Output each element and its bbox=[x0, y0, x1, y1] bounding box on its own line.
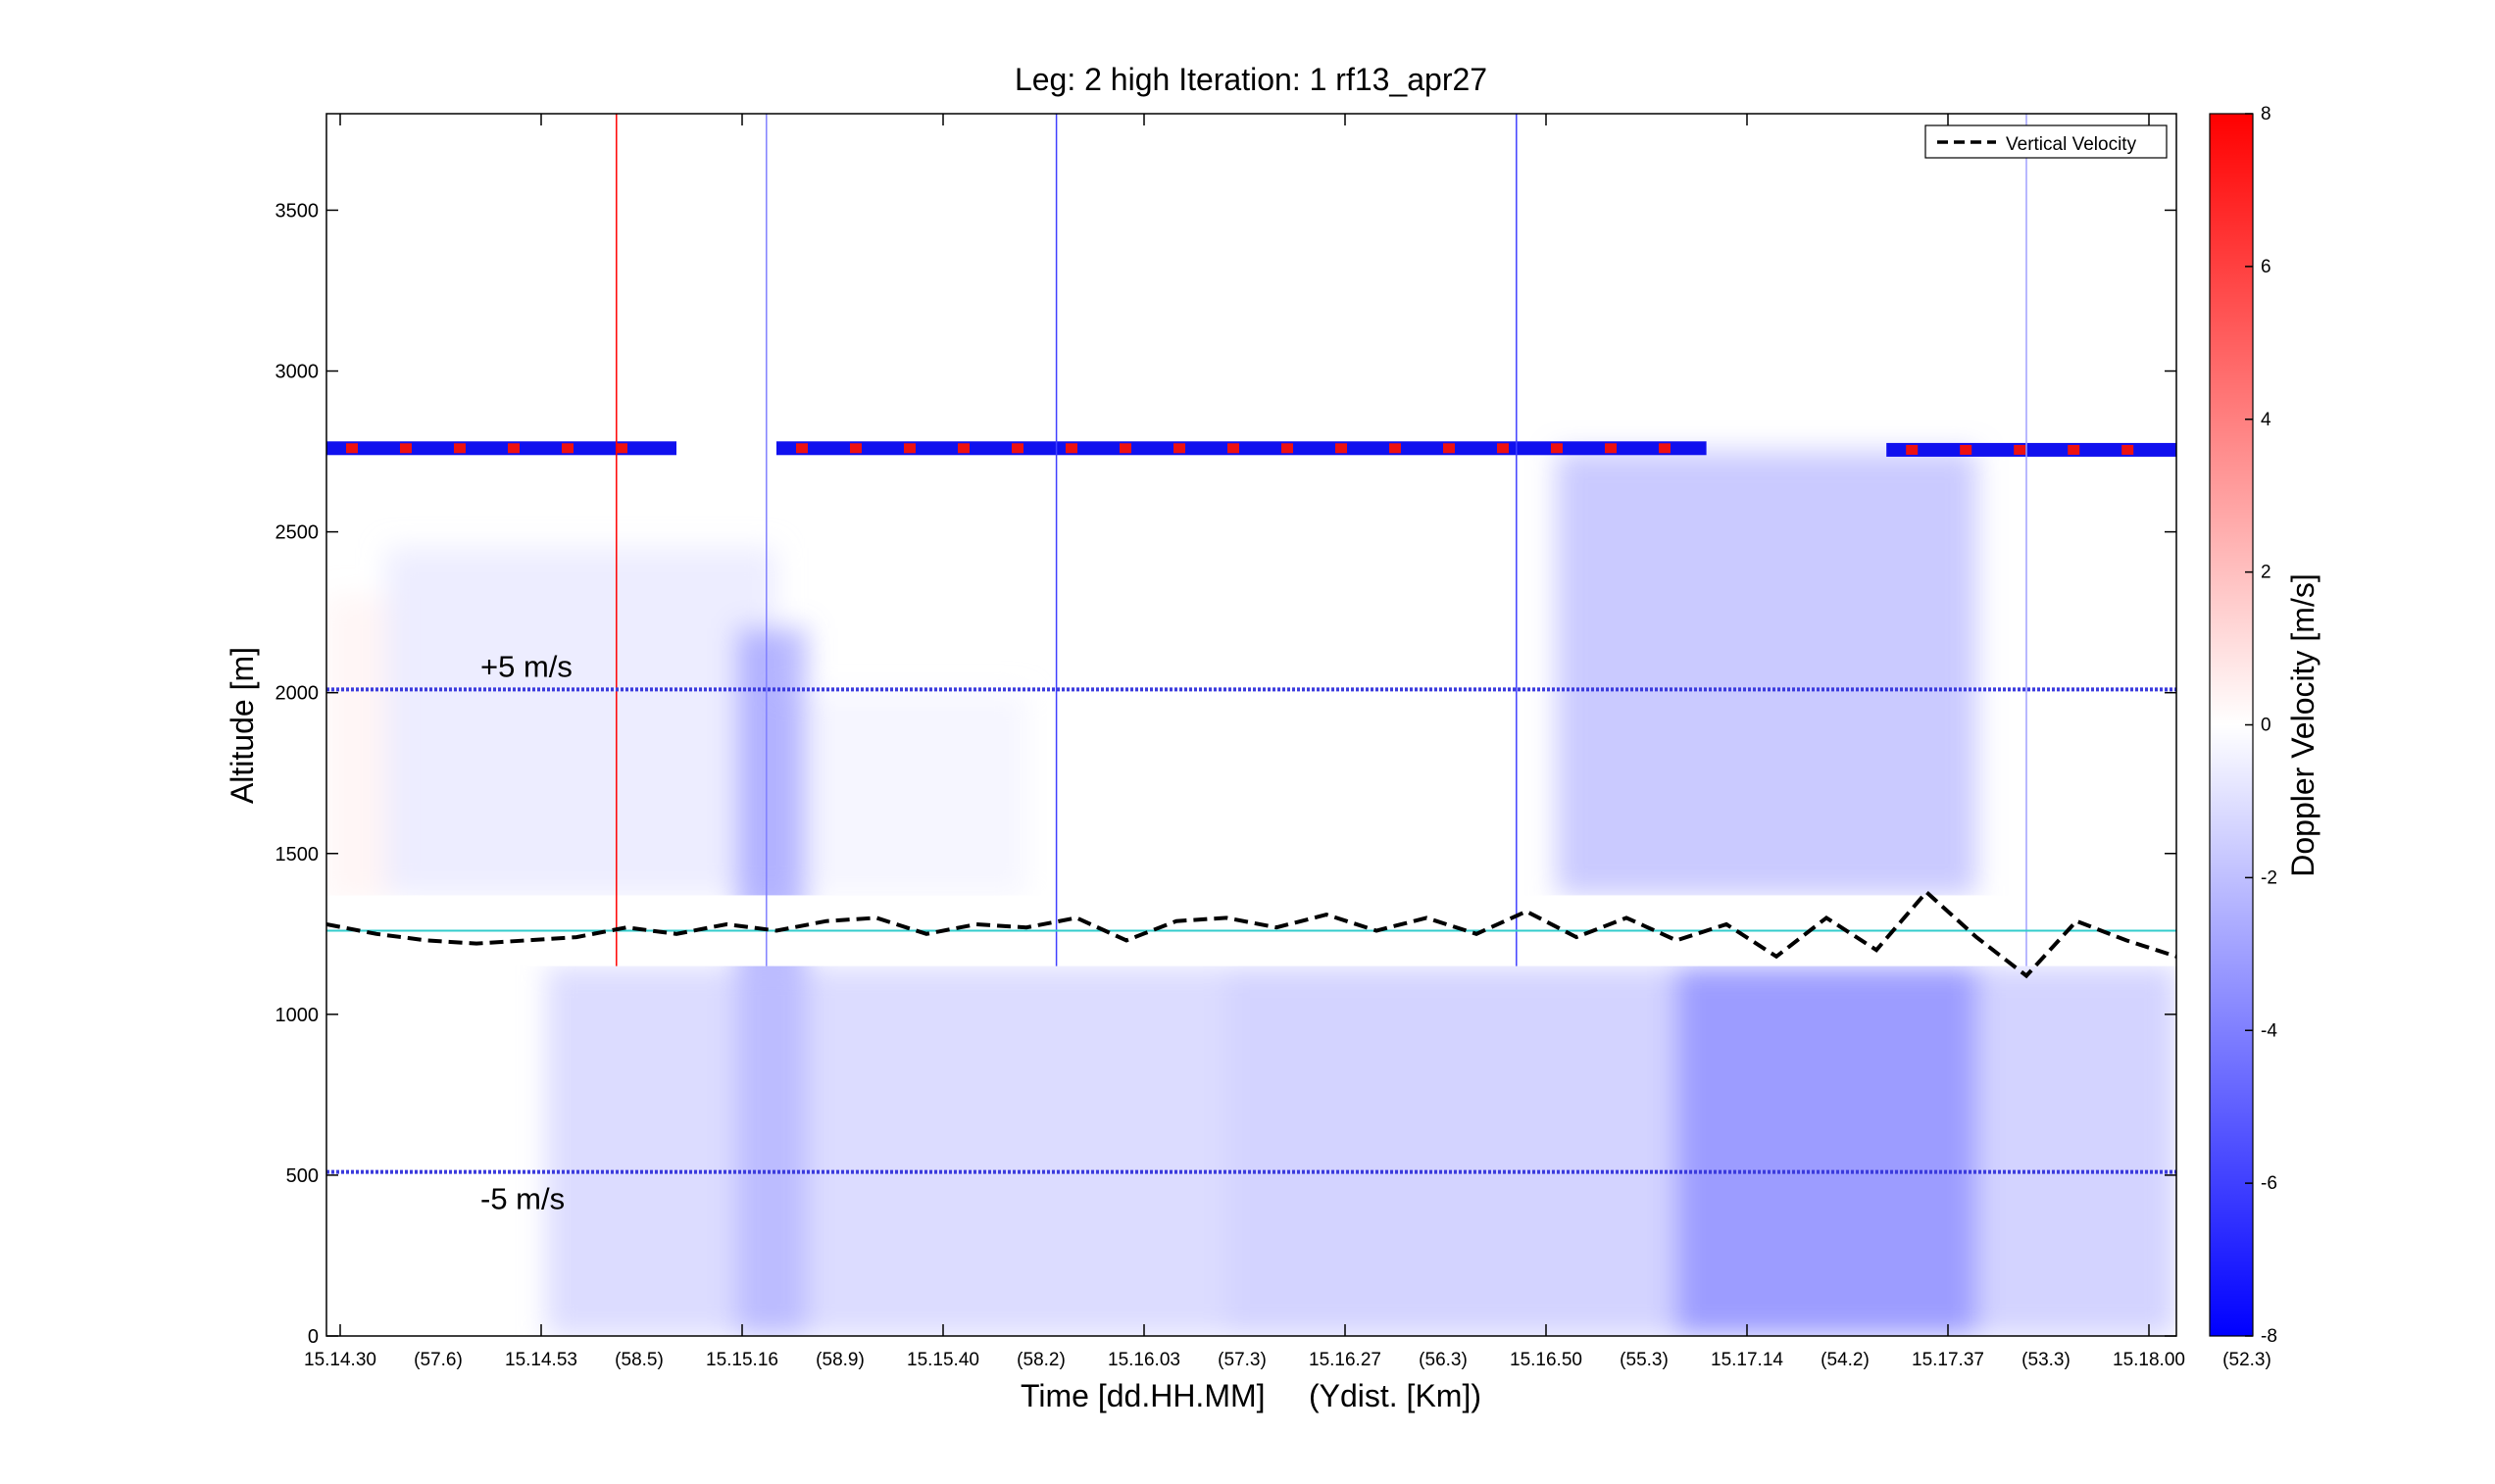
x-tick-label-ydist: (52.3) bbox=[2222, 1350, 2271, 1370]
cloud-top-red-return bbox=[1960, 444, 1972, 455]
velocity-region bbox=[776, 692, 1026, 896]
y-tick-label: 0 bbox=[308, 1326, 319, 1348]
colorbar-tick-label: -4 bbox=[2261, 1020, 2277, 1041]
cloud-top-red-return bbox=[1335, 443, 1347, 454]
cloud-top-red-return bbox=[1443, 443, 1455, 454]
cloud-top-red-return bbox=[454, 443, 466, 454]
y-tick-label: 3500 bbox=[275, 200, 320, 222]
y-tick-label: 2000 bbox=[275, 683, 320, 705]
legend-entry-vertical-velocity: Vertical Velocity bbox=[2006, 134, 2137, 155]
vertical-markers bbox=[326, 114, 2176, 966]
cloud-top-red-return bbox=[1012, 443, 1023, 454]
colorbar-tick-label: -8 bbox=[2261, 1326, 2277, 1347]
cloud-top-red-return bbox=[958, 443, 970, 454]
cloud-top-red-return bbox=[562, 443, 574, 454]
y-tick-label: 1500 bbox=[275, 844, 320, 866]
cloud-top-red-return bbox=[1120, 443, 1131, 454]
x-axis-label: Time [dd.HH.MM] (Ydist. [Km]) bbox=[1021, 1378, 1481, 1413]
cloud-top-red-return bbox=[850, 443, 862, 454]
cloud-top-red-return bbox=[2121, 444, 2134, 455]
cloud-top-segment bbox=[326, 441, 676, 456]
cloud-top-red-return bbox=[1551, 443, 1563, 454]
series-line-vertical-velocity bbox=[326, 889, 2176, 979]
cloud-top-red-return bbox=[346, 443, 358, 454]
cloud-top-red-return bbox=[904, 443, 916, 454]
reference-line-label: +5 m/s bbox=[480, 649, 573, 683]
cloud-top-red-return bbox=[2068, 444, 2080, 455]
colorbar-label: Doppler Velocity [m/s] bbox=[2285, 573, 2320, 876]
colorbar-tick-label: -2 bbox=[2261, 867, 2277, 888]
x-tick-label-ydist: (58.9) bbox=[816, 1350, 865, 1370]
y-tick-label: 1000 bbox=[275, 1005, 320, 1026]
velocity-region bbox=[386, 548, 776, 896]
reference-line-label: -5 m/s bbox=[480, 1182, 565, 1216]
velocity-region bbox=[1676, 965, 1976, 1336]
y-tick-label: 2500 bbox=[275, 522, 320, 544]
velocity-field bbox=[326, 451, 2176, 1336]
x-tick-label-ydist: (56.3) bbox=[1419, 1350, 1468, 1370]
vertical-velocity-series bbox=[326, 889, 2176, 979]
velocity-region bbox=[546, 965, 1226, 1336]
x-tick-label-time: 15.16.27 bbox=[1309, 1350, 1381, 1370]
y-tick-label: 500 bbox=[286, 1165, 319, 1187]
cloud-top-red-return bbox=[1605, 443, 1617, 454]
x-tick-label-ydist: (58.5) bbox=[615, 1350, 664, 1370]
cloud-top-band bbox=[326, 441, 2176, 457]
reference-lines: +5 m/s -5 m/s bbox=[326, 649, 2176, 1216]
cloud-top-red-return bbox=[508, 443, 520, 454]
cloud-top-red-return bbox=[2014, 444, 2026, 455]
x-tick-label-time: 15.18.00 bbox=[2113, 1350, 2185, 1370]
cloud-top-red-return bbox=[1497, 443, 1509, 454]
x-tick-label-time: 15.16.03 bbox=[1108, 1350, 1180, 1370]
plot-frame bbox=[325, 113, 2177, 1337]
legend: Vertical Velocity bbox=[1924, 124, 2168, 159]
x-tick-label-time: 15.17.37 bbox=[1912, 1350, 1984, 1370]
x-tick-label-time: 15.15.40 bbox=[907, 1350, 979, 1370]
velocity-region bbox=[1556, 451, 1976, 896]
velocity-region bbox=[326, 596, 392, 902]
x-tick-label-time: 15.16.50 bbox=[1510, 1350, 1582, 1370]
cloud-top-red-return bbox=[1227, 443, 1239, 454]
cloud-top-segment bbox=[1886, 442, 2176, 457]
cloud-top-red-return bbox=[1389, 443, 1401, 454]
legend-box bbox=[1924, 124, 2168, 159]
colorbar-tick-label: 2 bbox=[2261, 563, 2271, 583]
x-axis-ticks: 15.14.30 (57.6) 15.14.53 (58.5) 15.15.16 (58.… bbox=[304, 114, 2271, 1370]
cloud-top-red-return bbox=[400, 443, 412, 454]
colorbar-ticks: 8 6 4 2 0 -2 -4 -6 -8 bbox=[2245, 104, 2277, 1347]
x-tick-label-ydist: (53.3) bbox=[2021, 1350, 2071, 1370]
y-axis-ticks: 0 500 1000 1500 2000 2500 3000 3500 bbox=[275, 200, 2176, 1348]
cloud-top-red-return bbox=[1906, 444, 1919, 455]
cloud-top-red-return bbox=[1659, 443, 1671, 454]
cloud-top-red-return bbox=[796, 443, 808, 454]
cloud-top-red-return bbox=[1281, 443, 1293, 454]
cloud-top-red-return bbox=[1066, 443, 1077, 454]
colorbar-tick-label: -6 bbox=[2261, 1173, 2277, 1194]
x-tick-label-ydist: (54.2) bbox=[1821, 1350, 1870, 1370]
colorbar-tick-label: 6 bbox=[2261, 257, 2271, 277]
x-tick-label-ydist: (57.6) bbox=[414, 1350, 463, 1370]
x-tick-label-ydist: (58.2) bbox=[1017, 1350, 1066, 1370]
x-tick-label-ydist: (55.3) bbox=[1620, 1350, 1669, 1370]
y-axis-label: Altitude [m] bbox=[225, 647, 260, 804]
x-tick-label-time: 15.14.30 bbox=[304, 1350, 376, 1370]
cloud-top-segment bbox=[776, 441, 1707, 456]
colorbar-tick-label: 0 bbox=[2261, 716, 2271, 736]
x-tick-label-time: 15.15.16 bbox=[706, 1350, 778, 1370]
x-tick-label-ydist: (57.3) bbox=[1218, 1350, 1267, 1370]
y-tick-label: 3000 bbox=[275, 362, 320, 383]
cloud-top-red-return bbox=[616, 443, 627, 454]
colorbar-tick-label: 8 bbox=[2261, 104, 2271, 124]
cloud-top-red-return bbox=[1173, 443, 1185, 454]
x-tick-label-time: 15.17.14 bbox=[1711, 1350, 1783, 1370]
chart-title: Leg: 2 high Iteration: 1 rf13_apr27 bbox=[1015, 62, 1487, 97]
x-tick-label-time: 15.14.53 bbox=[505, 1350, 577, 1370]
colorbar-tick-label: 4 bbox=[2261, 410, 2271, 430]
